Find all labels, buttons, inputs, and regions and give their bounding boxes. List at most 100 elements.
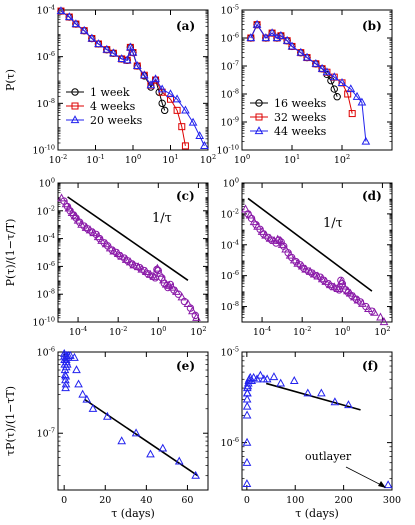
data-point [343,286,352,295]
data-point [77,219,86,228]
data-point [350,292,359,301]
panel-d: 10-4 10-2 100 102 10-8 10-6 10-4 10-2 100 1/τ (d) [221,177,393,338]
data-point [242,437,252,446]
data-point [242,457,252,466]
x-tick-label: 300 [383,495,401,506]
data-point [70,352,79,361]
annotation-arrow [345,466,384,487]
data-point [195,131,205,140]
data-point [158,443,168,452]
data-point [345,288,355,297]
data-point [125,257,135,266]
plot-frame [57,351,209,491]
data-point [64,203,74,212]
data-point [61,371,71,380]
reference-line-1-over-tau [247,197,373,292]
data-point [102,411,112,420]
data-point [252,374,262,383]
panel-c: 10-4 10-2 100 102 10-10 10-8 10-6 10-4 10-2 100 1/… [4,177,209,338]
data-point [339,281,349,290]
data-point [65,350,75,359]
x-tick-label: 10-4 [69,325,87,338]
data-point [242,410,252,419]
data-point [200,141,209,149]
data-point [321,276,331,285]
data-point [249,217,259,226]
data-point [329,72,339,81]
data-point [122,55,132,64]
data-point [62,359,72,368]
data-point [117,436,127,445]
data-point [126,42,135,51]
data-point [379,317,389,326]
panel-b: 100 101 102 10-10 10-9 10-8 10-7 10-6 10-5 16 wee… [216,4,393,166]
data-point [346,84,356,93]
data-point [93,232,103,241]
annotation-label: 1/τ [152,211,172,226]
y-tick-label: 10-6 [221,269,239,282]
data-point [282,35,292,44]
data-point [301,264,311,273]
data-point [313,271,323,280]
data-point [317,63,327,72]
data-point [243,388,252,397]
data-point [105,243,115,252]
data-point [61,383,70,392]
annotation-label: outlayer [305,450,352,463]
y-tick-label: 10-10 [216,144,239,157]
data-point [297,261,307,270]
data-point [267,28,277,37]
data-point [370,307,379,316]
data-point [78,389,88,398]
plot-frame [241,9,393,151]
legend-label: 1 week [90,86,130,99]
data-point [71,19,81,28]
data-point [191,470,201,479]
data-point [289,255,299,264]
data-point [166,89,175,98]
data-point [257,226,267,235]
y-tick-label: 10-7 [221,60,239,73]
data-point [261,33,271,42]
data-point [242,401,252,410]
x-tick-label: 10-4 [253,325,271,338]
data-point [317,388,326,397]
x-tick-label: 10-1 [86,153,104,166]
data-point [192,312,201,321]
data-point [333,93,341,101]
data-point [245,210,255,219]
panel-f: 0 100 200 300 10-6 10-5 outlayer (f) τ (days) [221,346,402,521]
panel-e: 0 20 40 60 10-7 10-6 (e) τP(τ)/(1−τT) τ (days) [4,346,209,520]
data-point [153,263,162,272]
data-point [348,110,356,118]
data-point [167,282,177,291]
x-tick-label: 101 [284,153,300,166]
panel-label: (b) [362,19,382,33]
data-point [183,299,193,308]
x-tick-label: 101 [162,153,178,166]
x-tick-label: 60 [181,495,193,506]
data-point [128,47,138,56]
legend-marker [254,126,264,135]
data-point [81,222,91,231]
data-point [261,230,270,239]
data-point [117,251,127,260]
data-point [113,249,123,257]
y-tick-label: 10-6 [37,50,55,63]
y-axis-label: P(τ) [4,69,17,91]
data-point [242,394,252,403]
data-point [73,215,83,224]
data-point [178,123,186,131]
data-point [364,304,373,313]
plot-frame [57,182,209,323]
data-point [82,394,92,403]
data-point [181,142,189,150]
data-point [174,456,184,465]
y-tick-label: 10-5 [221,346,239,359]
data-point [64,12,74,21]
data-point [155,268,165,277]
data-point [121,254,131,263]
data-point [262,374,272,383]
x-tick-label: 102 [334,153,350,166]
